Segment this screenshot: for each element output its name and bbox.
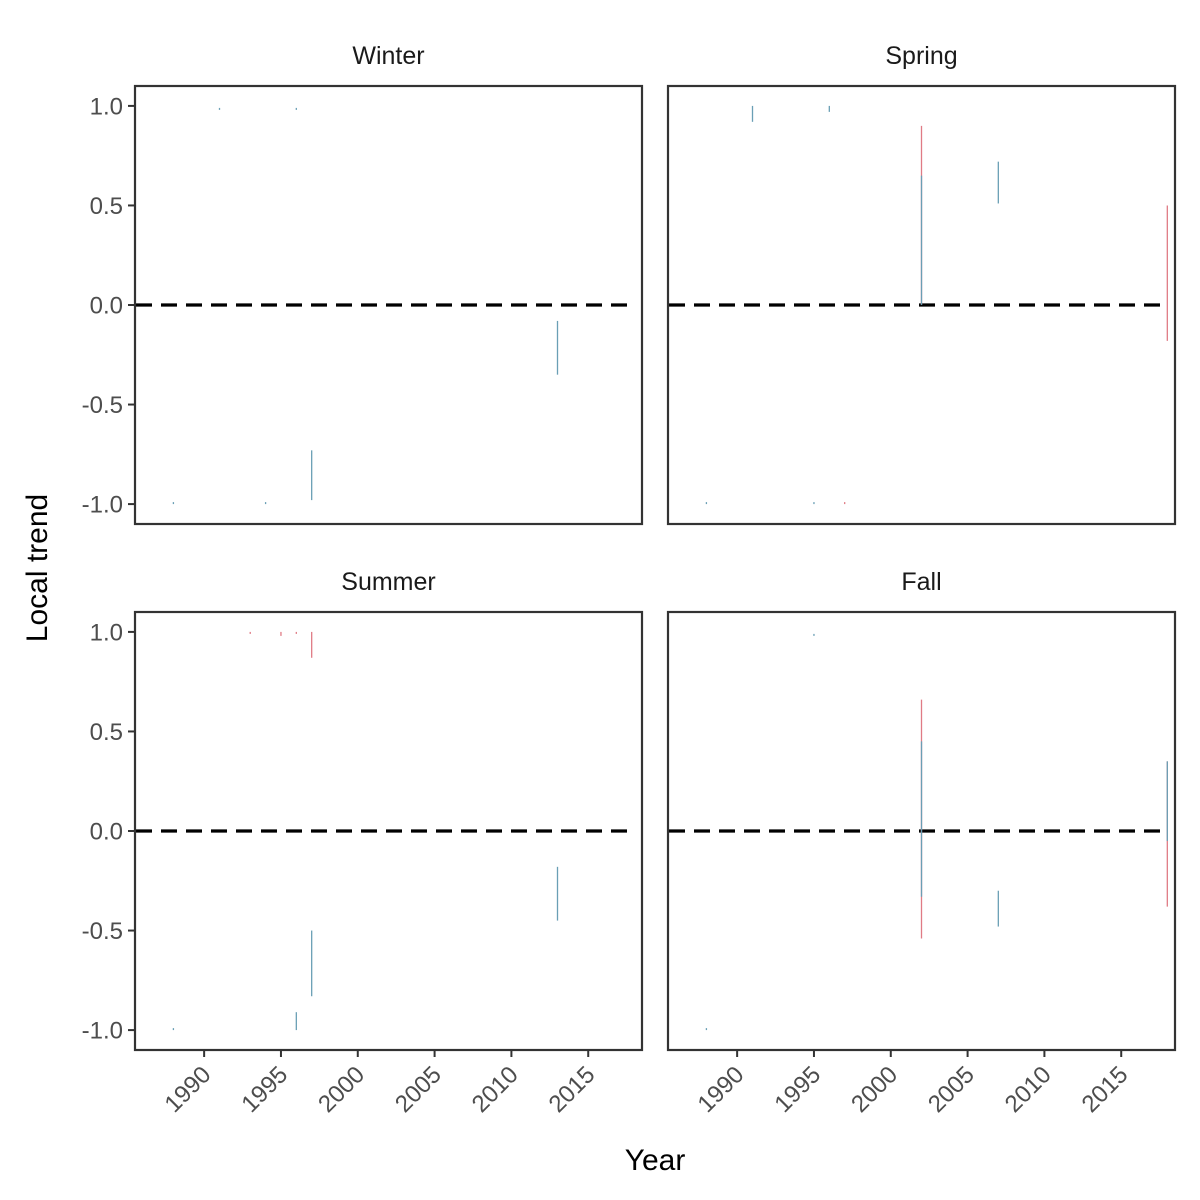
y-tick-label: -1.0 bbox=[82, 1018, 123, 1045]
y-axis-title: Local trend bbox=[21, 494, 54, 642]
panel-title-summer: Summer bbox=[341, 568, 435, 596]
x-axis-title: Year bbox=[625, 1144, 686, 1177]
panel-title-spring: Spring bbox=[885, 42, 957, 70]
panel-spring: Spring bbox=[666, 42, 1177, 526]
y-tick-label: -0.5 bbox=[82, 918, 123, 945]
y-tick-label: 1.0 bbox=[90, 93, 123, 120]
y-tick-label: -1.0 bbox=[82, 492, 123, 519]
y-tick-label: 0.0 bbox=[90, 819, 123, 846]
y-tick-label: 0.5 bbox=[90, 719, 123, 746]
panel-title-winter: Winter bbox=[352, 42, 424, 70]
y-tick-label: 0.5 bbox=[90, 193, 123, 220]
panel-border bbox=[666, 84, 1177, 526]
y-tick-label: -0.5 bbox=[82, 392, 123, 419]
y-tick-label: 1.0 bbox=[90, 619, 123, 646]
panel-winter: Winter 1.0 0.5 0.0 -0.5 -1.0 bbox=[82, 42, 644, 526]
y-tick-label: 0.0 bbox=[90, 293, 123, 320]
panel-border bbox=[666, 610, 1177, 1052]
panel-title-fall: Fall bbox=[901, 568, 941, 596]
panels: Winter 1.0 0.5 0.0 -0.5 -1.0 Spring Summer 1.0 0.… bbox=[82, 42, 1177, 1118]
